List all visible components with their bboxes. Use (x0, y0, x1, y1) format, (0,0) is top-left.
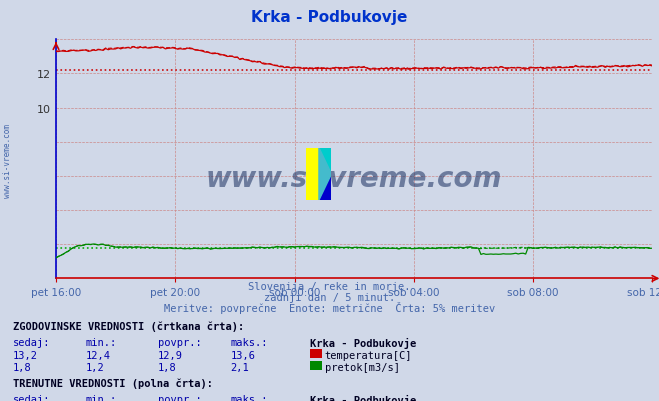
Text: min.:: min.: (86, 337, 117, 347)
Text: 2,1: 2,1 (231, 362, 249, 372)
Text: Slovenija / reke in morje.: Slovenija / reke in morje. (248, 282, 411, 292)
Polygon shape (319, 148, 331, 200)
Polygon shape (319, 148, 331, 174)
Text: 13,6: 13,6 (231, 350, 256, 360)
Text: pretok[m3/s]: pretok[m3/s] (325, 362, 400, 372)
Text: sedaj:: sedaj: (13, 394, 51, 401)
Text: sedaj:: sedaj: (13, 337, 51, 347)
Text: 1,2: 1,2 (86, 362, 104, 372)
Text: TRENUTNE VREDNOSTI (polna črta):: TRENUTNE VREDNOSTI (polna črta): (13, 378, 213, 388)
Text: www.si-vreme.com: www.si-vreme.com (206, 164, 502, 192)
Text: maks.:: maks.: (231, 337, 268, 347)
Text: 1,8: 1,8 (158, 362, 177, 372)
Text: povpr.:: povpr.: (158, 337, 202, 347)
Text: ZGODOVINSKE VREDNOSTI (črtkana črta):: ZGODOVINSKE VREDNOSTI (črtkana črta): (13, 321, 244, 331)
Text: Krka - Podbukovje: Krka - Podbukovje (310, 337, 416, 348)
Text: povpr.:: povpr.: (158, 394, 202, 401)
Text: min.:: min.: (86, 394, 117, 401)
Bar (306, 148, 319, 200)
Text: www.si-vreme.com: www.si-vreme.com (3, 124, 13, 197)
Text: 12,9: 12,9 (158, 350, 183, 360)
Polygon shape (319, 174, 331, 200)
Text: zadnji dan / 5 minut.: zadnji dan / 5 minut. (264, 292, 395, 302)
Text: 13,2: 13,2 (13, 350, 38, 360)
Text: Krka - Podbukovje: Krka - Podbukovje (251, 10, 408, 25)
Text: Krka - Podbukovje: Krka - Podbukovje (310, 394, 416, 401)
Text: Meritve: povprečne  Enote: metrične  Črta: 5% meritev: Meritve: povprečne Enote: metrične Črta:… (164, 302, 495, 314)
Text: 1,8: 1,8 (13, 362, 32, 372)
Text: temperatura[C]: temperatura[C] (325, 350, 413, 360)
Text: 12,4: 12,4 (86, 350, 111, 360)
Text: maks.:: maks.: (231, 394, 268, 401)
